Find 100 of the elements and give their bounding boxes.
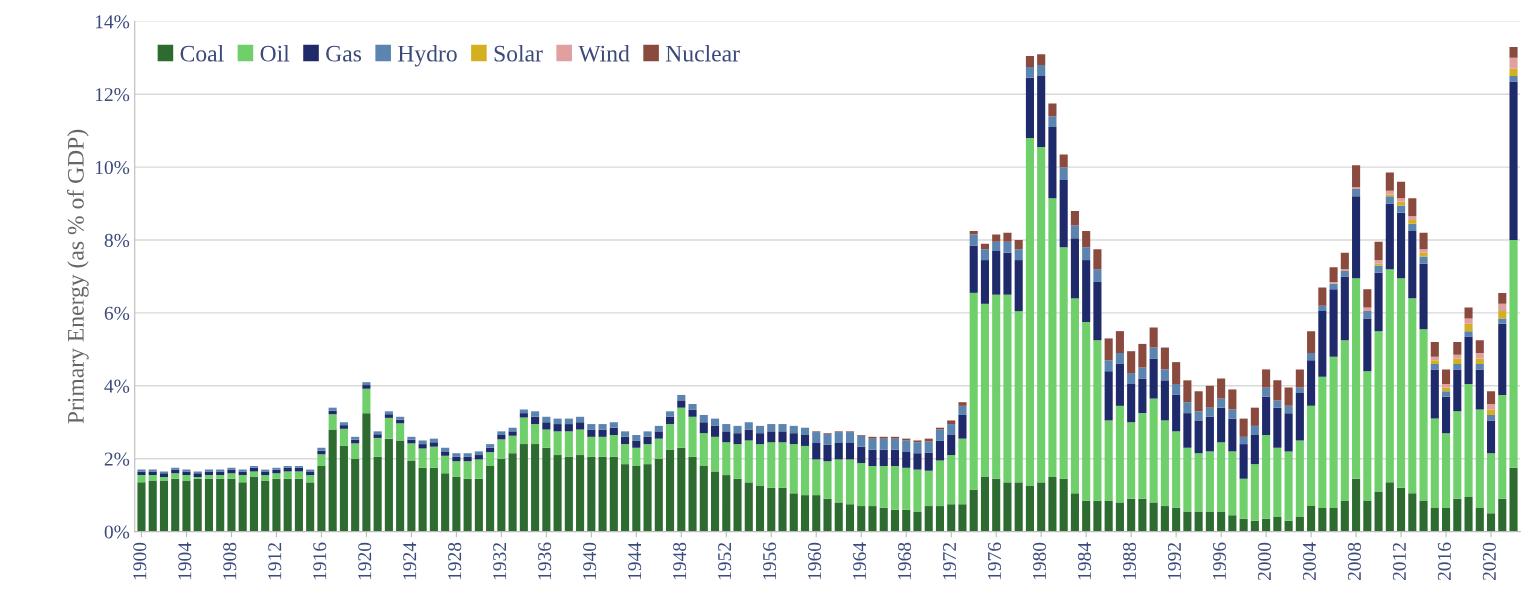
- bar: [755, 444, 765, 487]
- bar: [1408, 230, 1417, 299]
- bar: [463, 456, 472, 462]
- x-tick-label: 1956: [763, 542, 777, 580]
- bar: [519, 409, 528, 414]
- bar: [1172, 394, 1181, 432]
- bar: [1228, 409, 1237, 419]
- bar: [1194, 411, 1203, 421]
- bar: [441, 455, 450, 474]
- bar: [1037, 482, 1046, 532]
- bar: [834, 502, 843, 532]
- bar: [1037, 54, 1046, 66]
- bar: [1070, 238, 1079, 299]
- bar: [1363, 371, 1372, 501]
- bar: [553, 431, 562, 456]
- bar: [171, 478, 180, 532]
- bar: [1082, 260, 1091, 323]
- bar: [542, 416, 551, 423]
- bar: [272, 478, 281, 532]
- bar: [396, 440, 405, 532]
- bar: [396, 416, 405, 420]
- x-tick-label: 1992: [1167, 543, 1182, 580]
- bar: [1239, 518, 1248, 532]
- bar: [1160, 420, 1169, 507]
- bar: [1149, 327, 1158, 348]
- x-tick-label: 2020: [1482, 542, 1496, 581]
- bar: [1475, 358, 1484, 364]
- bar: [744, 440, 753, 483]
- bar: [722, 442, 731, 476]
- bar: [463, 461, 472, 479]
- bar: [879, 465, 888, 508]
- bar: [947, 504, 956, 532]
- bar: [216, 475, 225, 479]
- bar: [587, 424, 596, 430]
- bar: [789, 493, 798, 532]
- bar: [238, 475, 247, 483]
- bar: [1464, 496, 1473, 532]
- bar: [1205, 385, 1214, 408]
- bar: [429, 446, 438, 468]
- bar: [845, 443, 855, 460]
- bar: [553, 455, 562, 532]
- bar: [666, 449, 675, 532]
- bar: [339, 445, 348, 532]
- bar: [890, 509, 900, 532]
- bar: [1329, 289, 1338, 357]
- bar: [1397, 487, 1406, 532]
- bar: [1408, 216, 1417, 220]
- bar: [812, 495, 821, 532]
- bar: [857, 435, 866, 447]
- x-tick-label: 1968: [897, 542, 912, 580]
- y-tick-label: 10%: [95, 160, 130, 175]
- bar: [351, 443, 360, 459]
- bar: [789, 425, 798, 434]
- bar: [1239, 418, 1248, 437]
- bar: [733, 444, 742, 479]
- bar: [306, 482, 315, 532]
- bar: [1127, 373, 1136, 384]
- bar: [474, 451, 483, 456]
- bar: [1442, 507, 1451, 532]
- legend-label: Solar: [494, 45, 543, 62]
- bar: [1442, 383, 1451, 388]
- bar: [238, 471, 247, 476]
- bar: [992, 478, 1001, 532]
- bar: [992, 250, 1001, 295]
- bar: [699, 422, 708, 434]
- bar: [294, 471, 303, 479]
- bar: [429, 442, 438, 447]
- bar: [1172, 383, 1181, 395]
- bar: [868, 465, 877, 507]
- bar: [1250, 435, 1259, 465]
- bar: [1374, 331, 1383, 492]
- bar: [800, 435, 810, 446]
- bar: [722, 475, 731, 532]
- bar: [1430, 360, 1439, 364]
- bar: [1149, 347, 1158, 359]
- bar: [1464, 307, 1473, 319]
- bar: [1475, 353, 1484, 359]
- bar: [1070, 210, 1079, 226]
- bar: [744, 482, 753, 532]
- x-tick-label: 2008: [1347, 542, 1361, 581]
- bar: [1408, 198, 1417, 217]
- bar: [283, 471, 292, 479]
- bar: [1397, 181, 1406, 199]
- bar: [486, 444, 495, 448]
- bar: [1059, 154, 1068, 168]
- bar: [598, 424, 607, 430]
- bar: [1262, 396, 1271, 435]
- bar: [1419, 329, 1428, 501]
- bar: [1160, 347, 1169, 370]
- bar: [587, 429, 596, 437]
- bar: [677, 407, 686, 448]
- legend-label: Wind: [578, 45, 630, 62]
- bar: [666, 411, 675, 417]
- bar: [924, 470, 933, 507]
- bar: [710, 425, 720, 437]
- bar: [576, 416, 585, 423]
- bar: [1453, 342, 1462, 355]
- bar: [868, 506, 877, 532]
- bar: [531, 416, 540, 425]
- bar: [1318, 507, 1327, 532]
